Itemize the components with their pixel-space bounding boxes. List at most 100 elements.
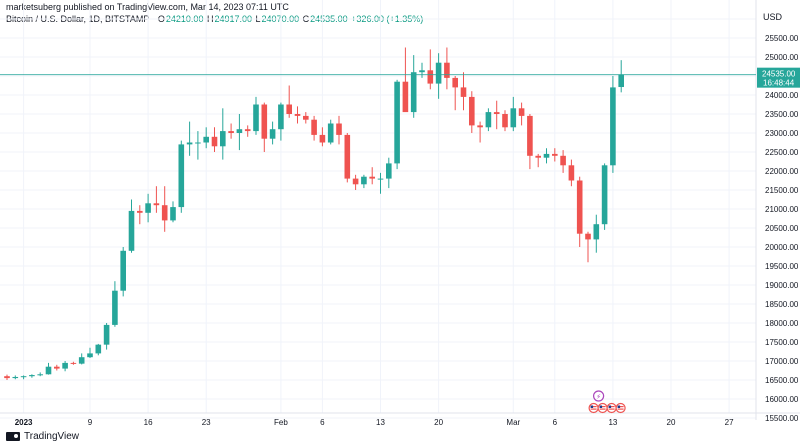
candle [477, 121, 483, 143]
publish-info: marketsuberg published on TradingView.co… [6, 2, 289, 12]
candle-body [352, 178, 359, 185]
candle-body [319, 134, 326, 143]
candle-body [120, 250, 126, 291]
candle [37, 372, 43, 377]
publish-text: marketsuberg published on TradingView.co… [6, 2, 289, 12]
candle [444, 47, 450, 90]
candle-body [45, 366, 52, 375]
candle [610, 76, 616, 173]
candle [527, 114, 533, 170]
price-tick-label: 22000.00 [765, 167, 799, 176]
candle [236, 114, 243, 151]
candle-body [477, 125, 483, 128]
tradingview-footer: TradingView [6, 431, 79, 442]
us-flag-event-icon[interactable] [615, 402, 626, 414]
candle-body [294, 114, 301, 116]
us-flag-event-icon[interactable] [588, 402, 599, 414]
candle-body [568, 165, 575, 181]
candle-body [87, 353, 93, 358]
time-tick-label: 20 [434, 418, 443, 427]
candle [518, 102, 525, 126]
us-flag-event-icon[interactable] [606, 402, 617, 414]
candle-body [195, 142, 201, 144]
last-price-badge [757, 67, 800, 88]
candle-body [435, 62, 442, 84]
time-tick-label: 23 [202, 418, 211, 427]
candle-body [402, 81, 409, 113]
candle [29, 374, 35, 378]
price-tick-label: 18500.00 [765, 300, 799, 309]
price-tick-label: 19000.00 [765, 281, 799, 290]
us-flag-event-icon[interactable] [597, 402, 608, 414]
price-tick-label: 23000.00 [765, 129, 799, 138]
candle [568, 159, 575, 187]
candle-body [394, 81, 400, 164]
candle-body [527, 115, 533, 156]
candle-body [153, 203, 160, 206]
candle-body [601, 165, 608, 225]
candle [54, 364, 60, 371]
candle [269, 121, 276, 145]
candle-body [186, 142, 193, 145]
candle-body [585, 233, 591, 240]
candle [452, 76, 458, 111]
price-tick-label: 25000.00 [765, 53, 799, 62]
price-tick-label: 18000.00 [765, 319, 799, 328]
candle [170, 201, 176, 223]
time-tick-label: 2023 [15, 418, 33, 427]
candle [78, 353, 85, 365]
candle [45, 362, 52, 375]
candle-body [535, 155, 541, 158]
tradingview-logo-icon [6, 432, 20, 441]
candle-body [510, 108, 517, 128]
svg-text:⚡: ⚡ [596, 393, 601, 401]
candle-body [170, 207, 176, 221]
candle-body [4, 376, 10, 379]
candle-body [253, 104, 259, 132]
time-tick-label: 16 [144, 418, 153, 427]
candle-body [518, 108, 525, 116]
lightning-event-icon[interactable]: ⚡ [592, 390, 605, 402]
candle [303, 112, 309, 124]
price-tick-label: 21000.00 [765, 205, 799, 214]
candle [419, 62, 425, 78]
candle [12, 375, 19, 380]
candle [70, 361, 77, 365]
time-tick-label: 6 [320, 418, 325, 427]
candle-body [236, 129, 243, 133]
candle [369, 167, 375, 185]
candle [493, 100, 500, 130]
price-tick-label: 21500.00 [765, 186, 799, 195]
candle [344, 133, 351, 183]
price-axis[interactable]: 15500.00 16000.00 16500.00 17000.00 17500.00… [755, 0, 799, 423]
time-tick-label: 6 [553, 418, 558, 427]
candle [145, 193, 151, 223]
candle-body [344, 134, 351, 179]
candle [311, 115, 317, 141]
candle [485, 108, 492, 132]
candle [585, 231, 591, 263]
candle-body [419, 70, 425, 73]
price-tick-label: 23500.00 [765, 110, 799, 119]
candle-body [560, 155, 566, 166]
candle-body [336, 123, 342, 135]
candle [386, 157, 392, 189]
time-tick-label: Mar [506, 418, 520, 427]
price-tick-label: 16000.00 [765, 395, 799, 404]
candle-body [137, 210, 143, 213]
candle [560, 150, 566, 173]
candle [286, 85, 292, 118]
candle-body [460, 87, 467, 97]
candle-body [178, 144, 185, 208]
time-axis[interactable]: 2023 9 16 23 Feb 6 13 20 Mar 6 13 20 27 [0, 412, 800, 427]
price-tick-label: 19500.00 [765, 262, 799, 271]
candle [112, 281, 118, 327]
candle-body [203, 136, 209, 143]
time-tick-label: 20 [667, 418, 676, 427]
candle-body [62, 362, 68, 369]
candle [137, 205, 143, 225]
last-price-value: 24535.00 [762, 70, 796, 79]
candle-body [485, 112, 492, 128]
